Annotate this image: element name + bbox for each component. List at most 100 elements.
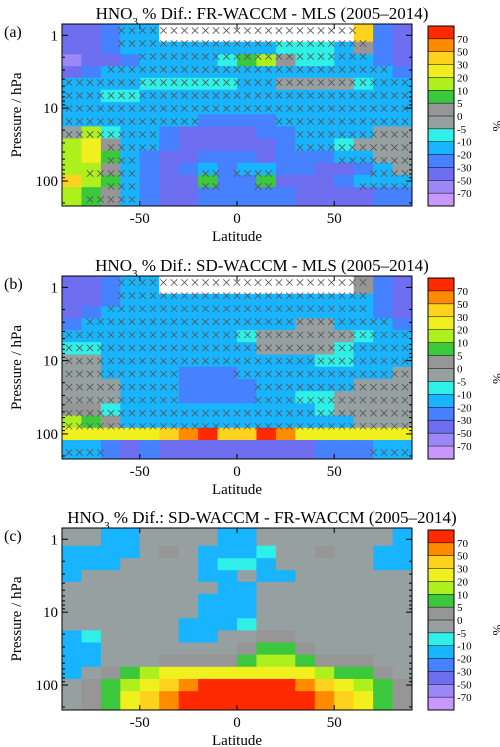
hatch-mark [107, 196, 115, 203]
heatmap-cell [81, 174, 102, 188]
heatmap-cell [139, 630, 160, 644]
heatmap-cell [120, 403, 141, 417]
hatch-mark [296, 131, 304, 138]
hatch-mark [296, 409, 304, 417]
hatch-mark [202, 183, 209, 190]
hatch-mark [76, 422, 83, 430]
hatch-mark [223, 305, 230, 313]
hatch-mark [128, 292, 136, 300]
heatmap-cell [178, 276, 199, 295]
hatch-mark [265, 344, 272, 352]
heatmap-cell [275, 427, 296, 441]
heatmap-cell [217, 162, 238, 176]
heatmap-cell [217, 415, 238, 429]
hatch-mark [160, 118, 167, 125]
heatmap-cell [120, 666, 141, 680]
hatch-mark [286, 305, 293, 313]
hatch-mark [254, 92, 262, 99]
hatch-mark [212, 409, 220, 417]
heatmap-cell [62, 41, 83, 55]
heatmap-cell [353, 293, 374, 307]
hatch-mark [328, 370, 335, 378]
hatch-mark [359, 131, 367, 138]
heatmap-cells [62, 528, 412, 710]
heatmap-cell [295, 558, 316, 571]
heatmap-cell [237, 276, 258, 295]
heatmap-cell [178, 427, 199, 441]
colorbar-unit: % [490, 121, 500, 132]
hatch-mark [97, 79, 104, 86]
heatmap-cell [217, 618, 238, 631]
heatmap-cell [353, 642, 374, 656]
hatch-mark [86, 118, 94, 125]
hatch-mark [359, 331, 367, 339]
hatch-mark [170, 318, 178, 326]
hatch-mark [149, 331, 157, 339]
hatch-mark [307, 292, 314, 300]
heatmap-cell [81, 41, 102, 55]
hatch-mark [359, 344, 367, 352]
hatch-mark [118, 318, 125, 326]
hatch-mark [149, 318, 157, 326]
colorbar-label: 30 [457, 60, 469, 72]
heatmap-cell [62, 415, 83, 429]
hatch-mark [275, 105, 283, 112]
heatmap-cell [178, 187, 199, 206]
heatmap-cell [237, 678, 258, 692]
hatch-mark [244, 318, 251, 326]
hatch-mark [401, 357, 409, 365]
heatmap-cell [295, 102, 316, 115]
hatch-mark [170, 118, 178, 125]
heatmap-cell [159, 440, 180, 459]
heatmap-cell [392, 306, 412, 320]
hatch-mark [370, 105, 377, 112]
colorbar-bin [428, 568, 454, 582]
hatch-mark [244, 409, 251, 417]
heatmap-cell [217, 654, 238, 668]
hatch-mark [265, 383, 272, 391]
heatmap-cell [178, 642, 199, 656]
heatmap-cell [120, 342, 141, 356]
heatmap-cell [353, 593, 374, 607]
hatch-mark [370, 157, 377, 164]
heatmap-cell [373, 318, 394, 331]
hatch-mark [244, 331, 251, 339]
heatmap-cell [237, 558, 258, 571]
hatch-mark [244, 66, 251, 73]
hatch-mark [149, 344, 157, 352]
y-tick-label: 100 [36, 678, 59, 694]
hatch-mark [380, 370, 388, 378]
hatch-mark [128, 305, 136, 313]
heatmap-cell [256, 342, 277, 356]
hatch-mark [97, 422, 104, 430]
heatmap-cell [275, 691, 296, 710]
heatmap-cell [373, 593, 394, 607]
colorbar-bin [428, 193, 454, 207]
heatmap-cell [295, 330, 316, 343]
hatch-mark [349, 422, 356, 430]
hatch-mark [107, 422, 115, 430]
heatmap-cell [62, 150, 83, 164]
hatch-mark [349, 157, 356, 164]
heatmap-cell [275, 114, 296, 127]
heatmap-cell [237, 618, 258, 631]
heatmap-cell [120, 654, 141, 668]
hatch-mark [181, 409, 188, 417]
heatmap-cell [81, 89, 102, 103]
heatmap-cell [139, 558, 160, 571]
heatmap-cell [295, 187, 316, 206]
heatmap-cell [62, 354, 83, 368]
title-suffix: % Dif.: SD-WACCM - MLS (2005–2014) [137, 256, 428, 275]
heatmap-cell [217, 306, 238, 320]
hatch-mark [359, 422, 367, 430]
hatch-mark [401, 370, 409, 378]
heatmap-cell [159, 630, 180, 644]
y-tick-label: 1 [51, 280, 59, 296]
heatmap-cell [81, 606, 102, 619]
hatch-mark [191, 66, 199, 73]
hatch-mark [244, 370, 251, 378]
hatch-mark [170, 292, 178, 300]
hatch-mark [286, 331, 293, 339]
hatch-mark [370, 357, 377, 365]
heatmap-cell [217, 276, 238, 295]
